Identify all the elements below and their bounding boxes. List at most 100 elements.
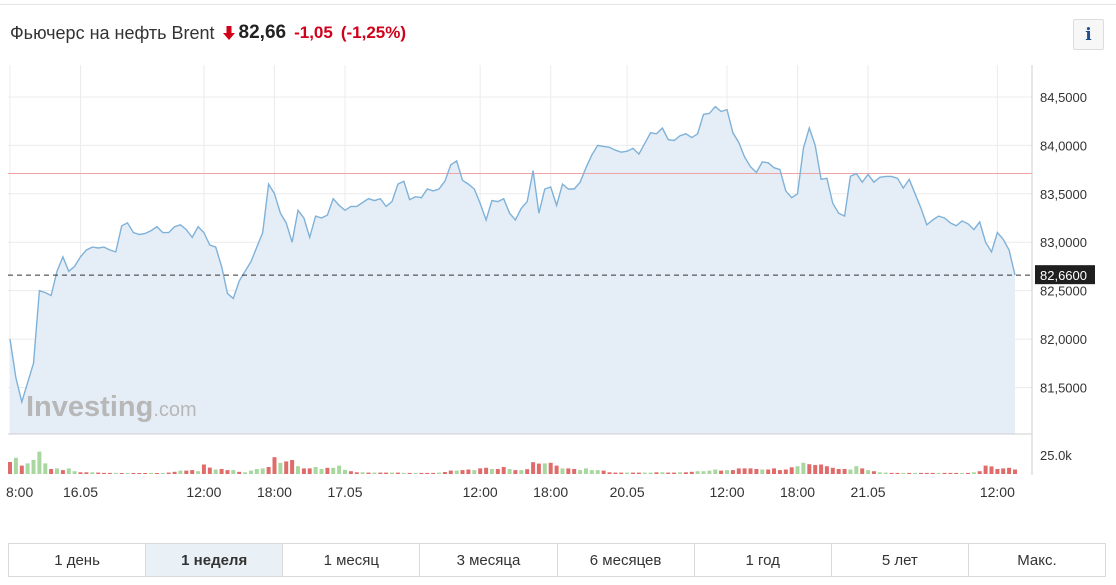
volume-bar <box>225 470 230 474</box>
x-tick-label: 8:00 <box>6 484 33 500</box>
price-line <box>9 105 1016 405</box>
volume-bar <box>631 472 635 474</box>
volume-bar <box>437 472 441 474</box>
volume-bar <box>666 472 671 474</box>
volume-bar <box>642 472 647 474</box>
volume-bar <box>742 468 747 474</box>
volume-bar <box>278 462 283 474</box>
volume-bar <box>272 457 277 474</box>
volume-bar <box>860 468 865 474</box>
volume-bar <box>525 469 530 474</box>
volume-bar <box>19 465 24 474</box>
volume-bar <box>948 472 953 474</box>
y-tick-label: 84,0000 <box>1040 138 1087 153</box>
volume-bar <box>842 469 847 474</box>
volume-bar <box>942 472 947 474</box>
y-tick-label: 84,5000 <box>1040 90 1087 105</box>
volume-bar <box>548 462 553 474</box>
volume-bar <box>542 463 547 474</box>
volume-bar <box>301 468 306 474</box>
volume-bar <box>783 469 788 474</box>
volume-bar <box>337 465 342 474</box>
volume-bar <box>419 472 424 474</box>
volume-bar <box>848 469 853 474</box>
volume-bar <box>60 470 65 474</box>
volume-bar <box>730 470 735 474</box>
volume-bar <box>507 469 512 474</box>
volume-bar <box>795 466 800 474</box>
volume-bar <box>96 472 101 474</box>
volume-bar <box>536 463 541 474</box>
volume-bar <box>660 472 665 474</box>
x-tick-label: 18:00 <box>780 484 815 500</box>
investing-watermark: Investing.com <box>26 391 197 423</box>
volume-bar <box>813 465 818 474</box>
volume-bar <box>13 457 18 474</box>
volume-bar <box>390 472 394 474</box>
volume-bar <box>207 467 212 474</box>
volume-bar <box>1013 469 1017 474</box>
range-button[interactable]: Макс. <box>1017 551 1057 569</box>
volume-bar <box>137 473 142 474</box>
current-price-label: 82,6600 <box>1040 268 1087 283</box>
volume-bar <box>866 470 871 474</box>
volume-bar <box>983 465 988 474</box>
top-divider <box>0 4 1116 5</box>
volume-bar <box>619 472 624 474</box>
volume-bar <box>413 472 418 474</box>
last-price: 82,66 <box>238 22 287 43</box>
volume-bar <box>1007 467 1012 474</box>
volume-bar <box>442 472 447 474</box>
range-button[interactable]: 5 лет <box>832 544 969 576</box>
volume-bar <box>284 461 289 474</box>
x-tick-label: 12:00 <box>980 484 1015 500</box>
volume-bar <box>407 472 412 474</box>
volume-bar <box>55 468 59 474</box>
volume-bar <box>648 472 653 474</box>
volume-bar <box>954 472 959 474</box>
volume-bar <box>889 472 894 474</box>
price-chart[interactable]: Investing.com 84,5000 84,0000 83,5000 83,00… <box>0 55 1116 500</box>
range-button[interactable]: 3 месяца <box>420 544 558 576</box>
volume-bar <box>560 468 565 474</box>
range-button[interactable]: 1 неделя <box>146 544 284 576</box>
volume-bar <box>1001 468 1006 474</box>
volume-bar <box>84 472 89 474</box>
volume-bar <box>366 472 371 474</box>
info-button[interactable]: i <box>1073 19 1104 50</box>
volume-bar <box>748 468 753 474</box>
volume-bar <box>37 451 42 474</box>
volume-bar <box>360 472 365 474</box>
volume-bar <box>466 469 471 474</box>
volume-bar <box>995 469 1000 474</box>
volume-bar <box>160 472 165 474</box>
x-tick-label: 18:00 <box>533 484 568 500</box>
range-button[interactable]: 6 месяцев <box>558 544 695 576</box>
range-button[interactable]: 1 год <box>695 544 832 576</box>
x-tick-label: 20.05 <box>610 484 645 500</box>
volume-bar <box>531 462 536 474</box>
volume-bar <box>636 472 641 474</box>
volume-bar <box>736 468 741 474</box>
volume-bar <box>601 470 606 474</box>
volume-bar <box>854 466 859 474</box>
volume-bar <box>689 471 694 474</box>
range-button[interactable]: 1 день <box>9 544 147 576</box>
volume-bar <box>290 460 295 474</box>
x-axis-ticks: 8:00 16.05 12:00 18:00 17.05 12:00 18:00 20.05 1… <box>6 484 1015 500</box>
volume-bar <box>883 472 888 474</box>
volume-bar <box>249 470 253 474</box>
volume-bar <box>219 469 224 474</box>
range-button[interactable]: 1 месяц <box>283 544 421 576</box>
volume-bar <box>196 471 201 474</box>
volume-bar <box>384 472 389 474</box>
volume-bar <box>754 469 759 474</box>
x-tick-label: 17.05 <box>327 484 362 500</box>
volume-bar <box>654 472 659 474</box>
volume-bar <box>113 472 118 474</box>
volume-bar <box>725 470 729 474</box>
volume-bar <box>43 463 48 474</box>
y-tick-label: 83,0000 <box>1040 235 1087 250</box>
watermark-brand: Investing <box>26 391 153 423</box>
volume-bar <box>695 471 700 474</box>
